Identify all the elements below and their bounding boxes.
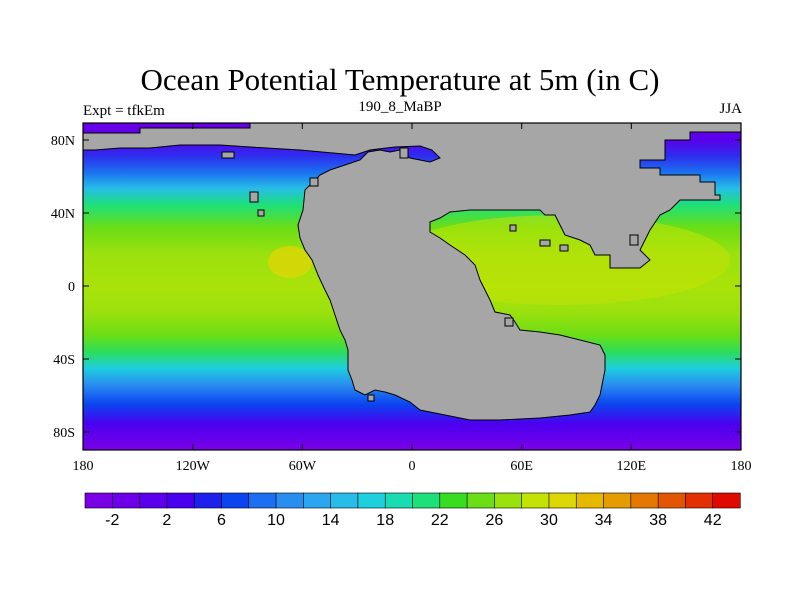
- colorbar-label: 26: [485, 512, 503, 529]
- y-tick-80n: 80N: [51, 134, 75, 149]
- colorbar-box: [166, 492, 195, 509]
- y-axis-labels: 80N 40N 0 40S 80S: [51, 134, 75, 441]
- warm-patch-west: [268, 246, 312, 278]
- island-c: [221, 151, 235, 159]
- colorbar-box: [384, 492, 414, 509]
- colorbar-label: 10: [267, 512, 285, 529]
- island-j: [399, 147, 409, 159]
- colorbar-box: [657, 492, 687, 509]
- y-tick-40s: 40S: [53, 353, 75, 368]
- colorbar-box: [193, 492, 223, 509]
- y-tick-80s: 80S: [53, 426, 75, 441]
- tick-marks: [82, 123, 742, 450]
- colorbar-box: [303, 492, 332, 509]
- colorbar-box: [139, 492, 168, 509]
- colorbar-box: [630, 492, 659, 509]
- experiment-label: Expt = tfkEm: [83, 103, 165, 119]
- colorbar-box: [494, 492, 523, 509]
- y-tick-40n: 40N: [51, 207, 75, 222]
- colorbar-box: [603, 492, 632, 509]
- colorbar-box: [439, 492, 468, 509]
- colorbar-box: [685, 492, 714, 509]
- colorbar-label: 22: [431, 512, 449, 529]
- x-tick-120w: 120W: [176, 459, 211, 474]
- colorbar-box: [548, 492, 577, 509]
- colorbar-box: [357, 492, 386, 509]
- island-d: [309, 177, 319, 187]
- colorbar-box: [275, 492, 304, 509]
- x-tick-60e: 60E: [510, 459, 533, 474]
- colorbar-labels: -2 2 6 10 14 18 22 26 30 34 38 42: [105, 512, 722, 529]
- island-a: [249, 191, 259, 203]
- map-title: Ocean Potential Temperature at 5m (in C): [140, 62, 660, 97]
- colorbar-box: [466, 492, 495, 509]
- colorbar-label: 2: [162, 512, 171, 529]
- colorbar-box: [84, 492, 113, 509]
- colorbar-box: [712, 492, 741, 509]
- x-tick-120e: 120E: [617, 459, 647, 474]
- age-label: 190_8_MaBP: [358, 99, 442, 115]
- land-north: [82, 122, 742, 421]
- island-k: [629, 234, 639, 246]
- colorbar-box: [412, 492, 441, 509]
- colorbar-label: 34: [595, 512, 613, 529]
- colorbar-label: 30: [540, 512, 558, 529]
- island-e: [509, 224, 517, 232]
- island-b: [257, 209, 265, 217]
- island-h: [504, 317, 514, 327]
- x-tick-60w: 60W: [289, 459, 317, 474]
- colorbar-label: 42: [704, 512, 722, 529]
- colorbar-box: [521, 492, 550, 509]
- x-tick-0: 0: [409, 459, 416, 474]
- colorbar-box: [575, 492, 605, 509]
- colorbar: [84, 492, 741, 509]
- y-tick-0: 0: [68, 280, 75, 295]
- colorbar-box: [111, 492, 141, 509]
- colorbar-box: [221, 492, 250, 509]
- island-g: [559, 244, 569, 252]
- island-i: [367, 394, 375, 402]
- x-axis-labels: 180 120W 60W 0 60E 120E 180: [73, 459, 752, 474]
- colorbar-label: -2: [105, 512, 119, 529]
- colorbar-label: 6: [217, 512, 226, 529]
- x-tick-180w: 180: [73, 459, 94, 474]
- colorbar-box: [248, 492, 277, 509]
- x-tick-180e: 180: [731, 459, 752, 474]
- colorbar-label: 18: [376, 512, 394, 529]
- land-masses: [82, 122, 742, 421]
- colorbar-label: 38: [649, 512, 667, 529]
- island-f: [539, 239, 551, 247]
- colorbar-box: [330, 492, 359, 509]
- season-label: JJA: [719, 101, 742, 117]
- colorbar-label: 14: [322, 512, 340, 529]
